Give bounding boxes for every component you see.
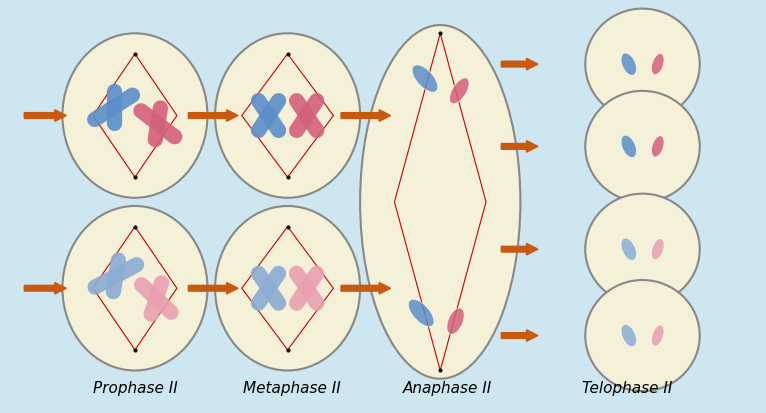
Text: Prophase II: Prophase II <box>93 380 177 395</box>
FancyArrow shape <box>501 244 538 255</box>
Ellipse shape <box>621 325 637 347</box>
Ellipse shape <box>651 239 664 260</box>
Ellipse shape <box>651 136 664 158</box>
Ellipse shape <box>412 66 438 93</box>
Ellipse shape <box>63 206 208 370</box>
FancyArrow shape <box>188 283 238 294</box>
Ellipse shape <box>450 79 469 104</box>
Ellipse shape <box>585 92 699 202</box>
Text: Telophase II: Telophase II <box>582 380 673 395</box>
Ellipse shape <box>215 34 360 198</box>
Ellipse shape <box>447 308 464 335</box>
FancyArrow shape <box>341 283 391 294</box>
FancyArrow shape <box>188 111 238 122</box>
Ellipse shape <box>621 136 637 158</box>
FancyArrow shape <box>501 59 538 71</box>
FancyArrow shape <box>501 141 538 153</box>
Ellipse shape <box>651 55 664 76</box>
Ellipse shape <box>63 34 208 198</box>
FancyArrow shape <box>25 283 67 294</box>
Ellipse shape <box>360 26 520 379</box>
Ellipse shape <box>585 194 699 305</box>
Ellipse shape <box>585 280 699 391</box>
FancyArrow shape <box>341 111 391 122</box>
Ellipse shape <box>215 206 360 370</box>
Text: Metaphase II: Metaphase II <box>243 380 340 395</box>
Ellipse shape <box>408 299 434 327</box>
Text: Anaphase II: Anaphase II <box>403 380 493 395</box>
FancyArrow shape <box>501 330 538 342</box>
Ellipse shape <box>585 9 699 120</box>
Ellipse shape <box>621 54 637 76</box>
Ellipse shape <box>651 325 664 346</box>
FancyArrow shape <box>25 111 67 122</box>
Ellipse shape <box>621 238 637 261</box>
